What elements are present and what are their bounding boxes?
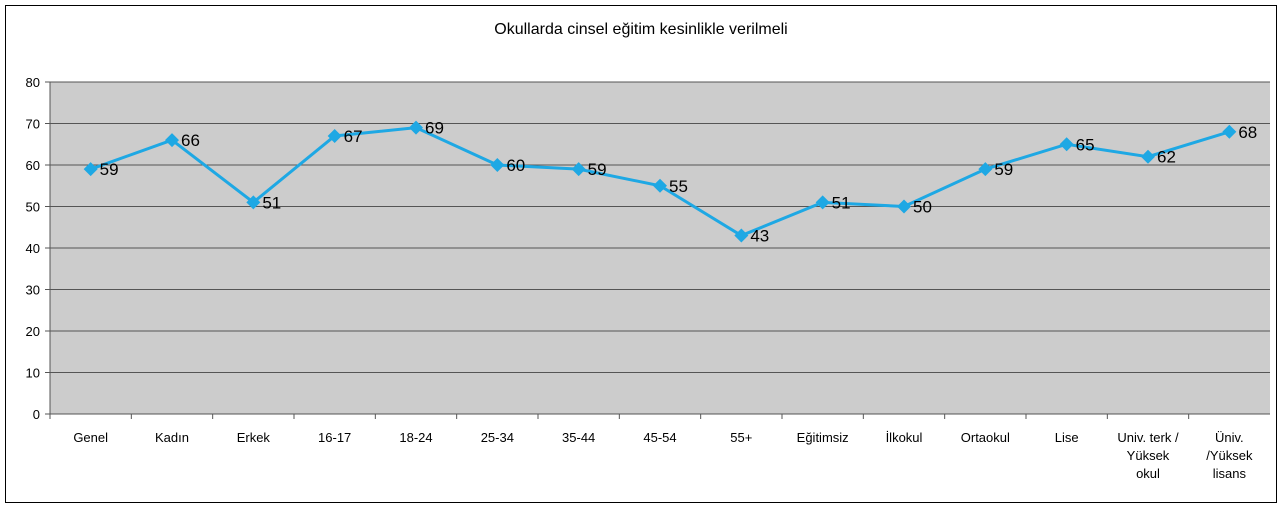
- x-tick-label: Genel: [73, 430, 108, 445]
- data-label: 69: [425, 119, 444, 138]
- marker: [897, 199, 911, 214]
- x-tick-label: 35-44: [562, 430, 595, 445]
- x-tick-label: 45-54: [643, 430, 676, 445]
- y-tick-label: 30: [26, 283, 40, 298]
- y-tick-label: 60: [26, 158, 40, 173]
- y-tick-label: 20: [26, 324, 40, 339]
- marker: [83, 162, 98, 177]
- marker: [1141, 149, 1155, 164]
- y-tick-label: 40: [26, 241, 40, 256]
- y-tick-label: 50: [26, 200, 40, 215]
- x-tick-label: 25-34: [481, 430, 514, 445]
- x-tick-label: Lise: [1055, 430, 1079, 445]
- marker: [653, 178, 667, 193]
- data-label: 59: [588, 160, 607, 179]
- data-label: 68: [1238, 123, 1257, 142]
- marker: [327, 128, 342, 143]
- data-label: 59: [100, 160, 119, 179]
- data-label: 67: [344, 127, 363, 146]
- data-label: 55: [669, 177, 688, 196]
- data-label: 60: [506, 156, 525, 175]
- y-tick-label: 10: [26, 366, 40, 381]
- marker: [571, 162, 586, 177]
- marker: [978, 162, 993, 177]
- y-tick-label: 70: [26, 117, 40, 132]
- chart-title: Okullarda cinsel eğitim kesinlikle veril…: [494, 21, 787, 38]
- data-label: 62: [1157, 148, 1176, 167]
- x-tick-label: Univ. terk / Yüksek okul: [1117, 430, 1179, 481]
- marker: [815, 195, 830, 210]
- marker: [734, 228, 749, 243]
- data-label: 65: [1076, 135, 1095, 154]
- x-tick-label: Üniv./Yüksek lisans: [1206, 430, 1253, 481]
- x-tick-label: İlkokul: [886, 430, 923, 445]
- marker: [165, 133, 179, 148]
- data-label: 51: [832, 193, 851, 212]
- data-label: 59: [994, 160, 1013, 179]
- data-label: 50: [913, 198, 932, 217]
- marker: [490, 158, 505, 172]
- data-label: 43: [750, 227, 769, 246]
- marker: [1059, 137, 1074, 152]
- marker: [409, 120, 423, 135]
- marker: [1222, 124, 1237, 139]
- x-tick-label: 55+: [730, 430, 752, 445]
- marker: [246, 195, 261, 210]
- x-tick-label: 18-24: [399, 430, 432, 445]
- x-tick-label: 16-17: [318, 430, 351, 445]
- x-tick-label: Erkek: [237, 430, 271, 445]
- x-tick-label: Ortaokul: [961, 430, 1010, 445]
- data-label: 66: [181, 131, 200, 150]
- data-label: 51: [262, 193, 281, 212]
- y-tick-label: 0: [33, 407, 40, 422]
- x-tick-label: Eğitimsiz: [797, 430, 849, 445]
- x-tick-label: Kadın: [155, 430, 189, 445]
- y-tick-label: 80: [26, 75, 40, 90]
